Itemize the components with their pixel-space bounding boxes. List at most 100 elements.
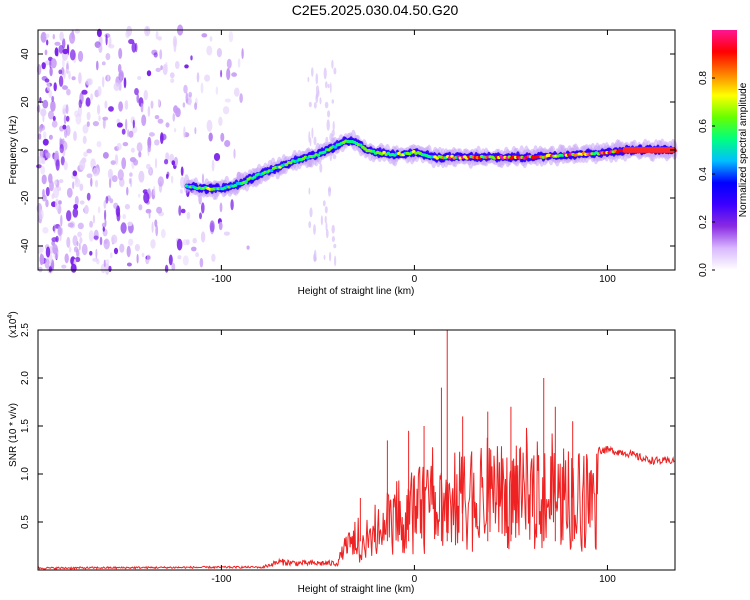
- spectrogram-noise-blob: [315, 93, 319, 104]
- spectrogram-noise-blob: [121, 157, 127, 170]
- snr-background: [38, 330, 675, 570]
- spectrogram-noise-blob: [119, 243, 125, 253]
- spectrogram-noise-blob: [88, 230, 94, 242]
- spectrogram-noise-blob: [61, 264, 67, 269]
- spectrogram-noise-blob: [165, 152, 170, 161]
- spectrogram-noise-blob: [54, 198, 60, 211]
- spectrogram-noise-blob: [319, 163, 323, 173]
- spectrogram-noise-blob: [137, 75, 142, 81]
- spectrogram-noise-blob: [86, 111, 91, 121]
- spectrogram-noise-blob: [146, 163, 151, 170]
- spectrogram-noise-blob: [117, 169, 124, 181]
- spectrogram-noise-blob: [179, 189, 183, 194]
- spectrogram-noise-blob: [199, 257, 204, 268]
- spectrogram-noise-blob: [78, 72, 82, 84]
- spectrogram-noise-blob: [153, 185, 156, 196]
- spectrogram-noise-blob: [86, 121, 90, 127]
- spectrogram-noise-blob: [44, 60, 51, 66]
- spectrogram-noise-blob: [308, 131, 311, 143]
- spectrogram-noise-blob: [134, 88, 139, 96]
- spectrogram-noise-blob: [108, 106, 114, 112]
- spectrogram-noise-blob: [123, 77, 127, 89]
- spectrogram-noise-blob: [44, 49, 48, 56]
- spectrogram-noise-blob: [191, 246, 197, 252]
- spectrogram-noise-blob: [103, 238, 110, 250]
- spectrogram-noise-blob: [96, 258, 100, 265]
- spectrogram-noise-blob: [94, 179, 99, 188]
- colorbar-tick-label: 0.0: [698, 263, 709, 277]
- snr-scale-label: (x104): [7, 311, 19, 338]
- snr-y-ticks: 0.5 1.0 1.5 2.0 2.5: [20, 323, 675, 529]
- spectrogram-noise-blob: [82, 124, 89, 134]
- spectrogram-noise-blob: [45, 199, 49, 208]
- spectrogram-noise-blob: [129, 157, 137, 163]
- spectrogram-noise-blob: [72, 235, 78, 247]
- spectrogram-noise-blob: [42, 131, 47, 139]
- spectrogram-noise-blob: [42, 227, 49, 234]
- spectrogram-noise-blob: [89, 250, 93, 256]
- spectrogram-ridge-peak: [252, 175, 257, 179]
- spectrogram-ridge-peak: [269, 169, 274, 173]
- snr-frame: [37, 329, 676, 571]
- spectrogram-noise-blob: [325, 136, 329, 144]
- spectrogram-noise-blob: [57, 226, 63, 237]
- spectrogram-noise-blob: [110, 160, 116, 166]
- spectrogram-noise-blob: [131, 42, 137, 53]
- spectrogram-noise-blob: [149, 168, 152, 174]
- spectrogram-noise-blob: [39, 209, 44, 220]
- spectrogram-noise-blob: [102, 118, 106, 129]
- spectrogram-noise-blob: [331, 224, 335, 234]
- spectrogram-noise-blob: [121, 128, 126, 135]
- spectrogram-noise-blob: [83, 151, 88, 157]
- spectrogram-noise-blob: [128, 38, 135, 45]
- snr-x-ticks: -100 0 100: [211, 330, 616, 585]
- spectrogram-noise-blob: [230, 199, 234, 211]
- spectrogram-noise-blob: [196, 72, 200, 83]
- spectrogram-noise-blob: [331, 59, 334, 69]
- spectrogram-noise-blob: [134, 244, 140, 252]
- spectrogram-noise-blob: [58, 69, 63, 75]
- spectrogram-noise-blob: [206, 45, 213, 56]
- spectrogram-noise-blob: [209, 220, 215, 233]
- spectrogram-noise-blob: [154, 219, 158, 228]
- spectrogram-noise-blob: [77, 50, 84, 62]
- spectrogram-noise-blob: [64, 253, 69, 264]
- spectrogram-ridge-peak: [358, 143, 363, 147]
- spectrogram-noise-blob: [84, 204, 89, 215]
- spectrogram-noise-blob: [148, 132, 155, 137]
- spectrogram-noise-blob: [49, 180, 54, 192]
- spectrogram-noise-blob: [96, 60, 99, 71]
- spectrogram-noise-blob: [108, 265, 112, 273]
- spectrogram-noise-blob: [218, 221, 223, 231]
- spectrogram-noise-blob: [66, 68, 69, 74]
- spectrogram-noise-blob: [52, 244, 58, 255]
- spectrogram-y-ticks: -40 -20 0 20 40: [20, 48, 675, 253]
- spectrogram-noise-blob: [185, 92, 189, 104]
- spectrogram-noise-blob: [70, 263, 77, 273]
- spectrogram-noise-blob: [79, 159, 86, 171]
- spectrogram-noise-blob: [101, 61, 106, 66]
- colorbar-tick-label: 0.4: [698, 167, 709, 181]
- spectrogram-noise-blob: [136, 93, 140, 103]
- spectrogram-noise-blob: [59, 179, 64, 184]
- spectrogram-noise-blob: [72, 208, 79, 218]
- spectrogram-noise-blob: [208, 132, 213, 142]
- spectrogram-noise-blob: [96, 141, 102, 148]
- spectrogram-noise-blob: [192, 237, 197, 244]
- spectrogram-noise-blob: [325, 81, 328, 89]
- spectrogram-noise-blob: [79, 200, 85, 205]
- y-tick-label: 1.5: [20, 419, 31, 433]
- spectrogram-noise-blob: [171, 160, 176, 166]
- spectrogram-noise-blob: [104, 219, 107, 228]
- spectrogram-noise-blob: [168, 254, 173, 266]
- spectrogram-noise-blob: [226, 58, 232, 69]
- spectrogram-noise-blob: [54, 150, 59, 159]
- spectrogram-noise-blob: [331, 236, 335, 242]
- spectrogram-noise-blob: [36, 104, 41, 113]
- spectrogram-noise-blob: [60, 156, 65, 166]
- spectrogram-noise-blob: [53, 224, 56, 234]
- spectrogram-noise-blob: [147, 105, 151, 117]
- spectrogram-noise-blob: [108, 177, 112, 189]
- spectrogram-noise-blob: [311, 67, 314, 77]
- spectrogram-noise-blob: [66, 210, 72, 222]
